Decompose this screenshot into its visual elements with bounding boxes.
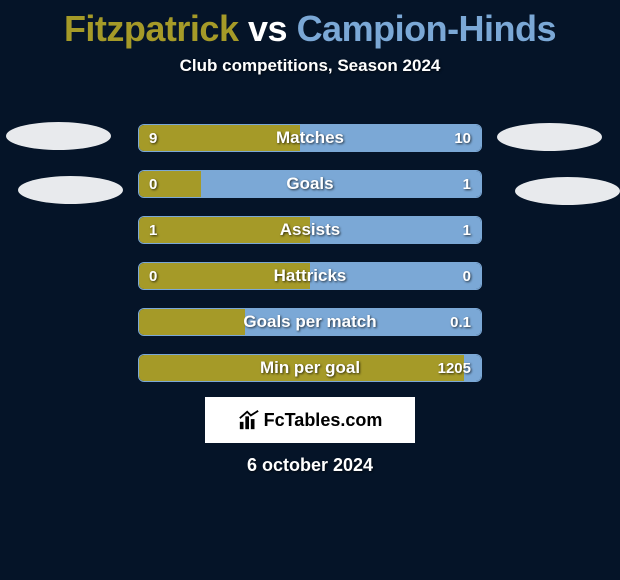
stat-value-right: 1 <box>463 217 471 243</box>
avatar-placeholder-1 <box>18 176 123 204</box>
player1-name: Fitzpatrick <box>64 8 239 49</box>
stat-value-right: 0 <box>463 263 471 289</box>
stat-label: Min per goal <box>139 355 481 381</box>
vs-label: vs <box>248 8 287 49</box>
stat-row-matches: 9Matches10 <box>138 124 482 152</box>
stat-label: Goals per match <box>139 309 481 335</box>
stat-value-right: 0.1 <box>450 309 471 335</box>
page-title: Fitzpatrick vs Campion-Hinds <box>0 0 620 50</box>
avatar-placeholder-2 <box>497 123 602 151</box>
stat-row-assists: 1Assists1 <box>138 216 482 244</box>
stat-label: Hattricks <box>139 263 481 289</box>
subtitle: Club competitions, Season 2024 <box>0 56 620 76</box>
bars-icon <box>238 409 260 431</box>
avatar-placeholder-3 <box>515 177 620 205</box>
stat-row-min-per-goal: Min per goal1205 <box>138 354 482 382</box>
date-text: 6 october 2024 <box>0 455 620 476</box>
stat-row-hattricks: 0Hattricks0 <box>138 262 482 290</box>
stat-label: Assists <box>139 217 481 243</box>
avatar-placeholder-0 <box>6 122 111 150</box>
stat-row-goals-per-match: Goals per match0.1 <box>138 308 482 336</box>
fctables-logo: FcTables.com <box>205 397 415 443</box>
stat-value-right: 10 <box>454 125 471 151</box>
player2-name: Campion-Hinds <box>297 8 557 49</box>
stat-label: Matches <box>139 125 481 151</box>
stat-row-goals: 0Goals1 <box>138 170 482 198</box>
stat-value-right: 1205 <box>438 355 471 381</box>
stat-label: Goals <box>139 171 481 197</box>
stat-value-right: 1 <box>463 171 471 197</box>
logo-text: FcTables.com <box>264 410 383 431</box>
